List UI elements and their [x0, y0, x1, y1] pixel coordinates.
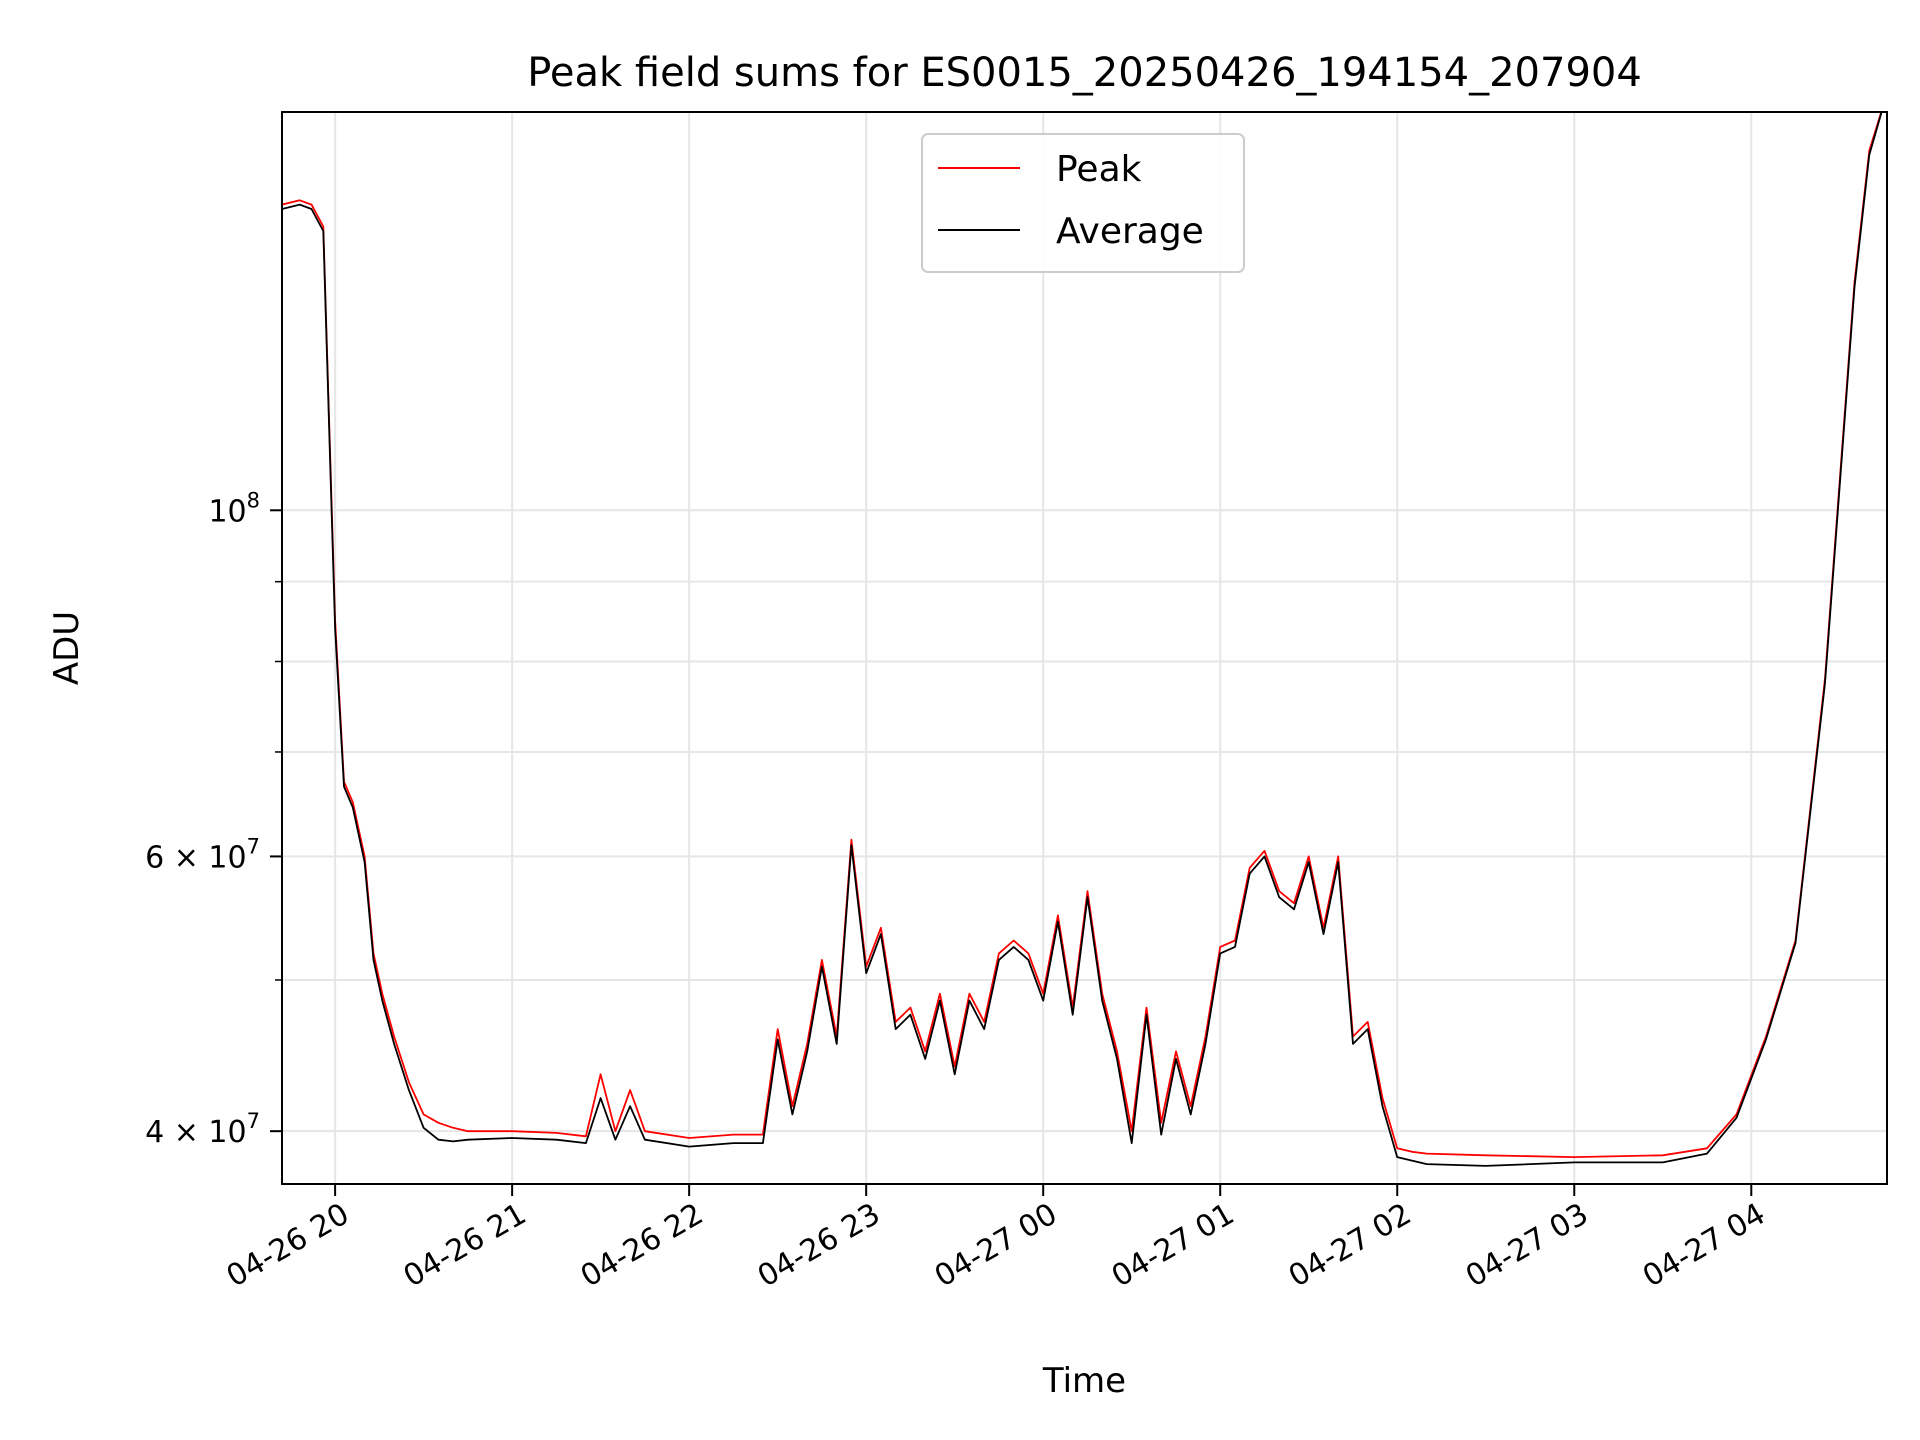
legend-label-peak: Peak: [1056, 149, 1142, 190]
grid: [282, 112, 1887, 1184]
y-axis-label: ADU: [47, 611, 87, 685]
x-axis-label: Time: [1042, 1361, 1126, 1401]
y-tick-label: 108: [208, 488, 260, 529]
legend: Peak Average: [921, 133, 1245, 273]
legend-label-average: Average: [1056, 211, 1204, 252]
series-layer: [282, 112, 1883, 1167]
y-tick-label: 4 × 107: [145, 1109, 260, 1150]
y-tick-label: 6 × 107: [145, 834, 260, 875]
plot-frame: [281, 111, 1888, 1185]
series-line-peak: [282, 112, 1883, 1158]
series-line-average: [282, 112, 1883, 1167]
chart-title: Peak field sums for ES0015_20250426_1941…: [527, 50, 1642, 96]
